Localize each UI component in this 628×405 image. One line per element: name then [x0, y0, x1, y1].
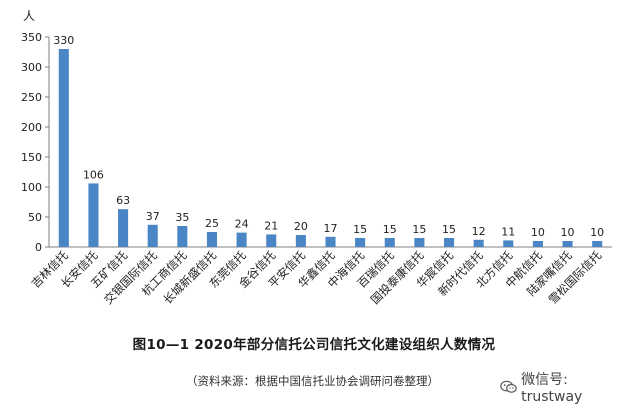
watermark: 微信号: trustway — [500, 369, 628, 405]
bar — [562, 241, 573, 247]
bar-value-label: 15 — [412, 223, 426, 236]
figure-source: （资料来源：根据中国信托业协会调研问卷整理） — [186, 374, 439, 388]
bar — [295, 235, 306, 247]
bar — [443, 238, 455, 247]
bar — [58, 49, 69, 247]
bar — [532, 241, 543, 247]
bar — [384, 238, 395, 247]
bar — [325, 236, 336, 247]
bar — [177, 226, 188, 247]
bar — [236, 232, 247, 247]
bar-chart: 0 50 100 150 200 250 300 350 人 330 106 63 37 35 25 24 2… — [21, 9, 612, 307]
y-tick-label: 250 — [21, 91, 42, 104]
bar-value-label: 24 — [235, 218, 249, 231]
y-tick-label: 300 — [21, 61, 42, 74]
watermark-text: 微信号: trustway — [521, 372, 583, 405]
value-labels: 330 106 63 37 35 25 24 21 20 17 15 15 15 15 12 11 10 10 10 — [53, 34, 604, 239]
bars — [58, 49, 603, 247]
bar-value-label: 10 — [561, 226, 575, 239]
bar — [503, 240, 514, 247]
y-tick-label: 150 — [21, 151, 42, 164]
bar-value-label: 10 — [531, 226, 545, 239]
figure-title: 图10—1 2020年部分信托公司信托文化建设组织人数情况 — [132, 337, 496, 353]
bar-value-label: 12 — [472, 225, 486, 238]
bar — [118, 209, 129, 247]
bar-value-label: 15 — [442, 223, 456, 236]
bar — [592, 241, 603, 247]
bar-value-label: 63 — [116, 194, 130, 207]
bar — [473, 239, 484, 247]
bar — [266, 234, 277, 247]
bar-value-label: 15 — [383, 223, 397, 236]
bar — [88, 183, 99, 247]
bar — [206, 232, 218, 247]
y-tick-label: 0 — [35, 241, 42, 254]
y-tick-label: 200 — [21, 121, 42, 134]
bar-value-label: 25 — [205, 217, 219, 230]
y-tick-label: 100 — [21, 181, 42, 194]
bar — [414, 238, 425, 247]
bar-value-label: 21 — [264, 219, 278, 232]
bar-value-label: 11 — [501, 225, 515, 238]
bar-value-label: 20 — [294, 220, 308, 233]
bar-value-label: 17 — [324, 222, 338, 235]
bar-value-label: 106 — [83, 168, 104, 181]
bar — [355, 238, 366, 247]
bar — [147, 224, 158, 247]
bar-value-label: 15 — [353, 223, 367, 236]
y-axis-label: 人 — [23, 9, 35, 23]
y-tick-label: 350 — [21, 31, 42, 44]
bar-value-label: 35 — [175, 211, 189, 224]
y-tick-label: 50 — [28, 211, 42, 224]
wechat-icon — [500, 380, 517, 393]
y-axis: 0 50 100 150 200 250 300 350 人 — [21, 9, 612, 254]
bar-value-label: 37 — [146, 210, 160, 223]
x-labels: 吉林信托长安信托五矿信托交银国际信托杭工商信托长城新盛信托东莞信托金谷信托平安信… — [29, 248, 605, 307]
bar-value-label: 330 — [53, 34, 74, 47]
bar-value-label: 10 — [590, 226, 604, 239]
